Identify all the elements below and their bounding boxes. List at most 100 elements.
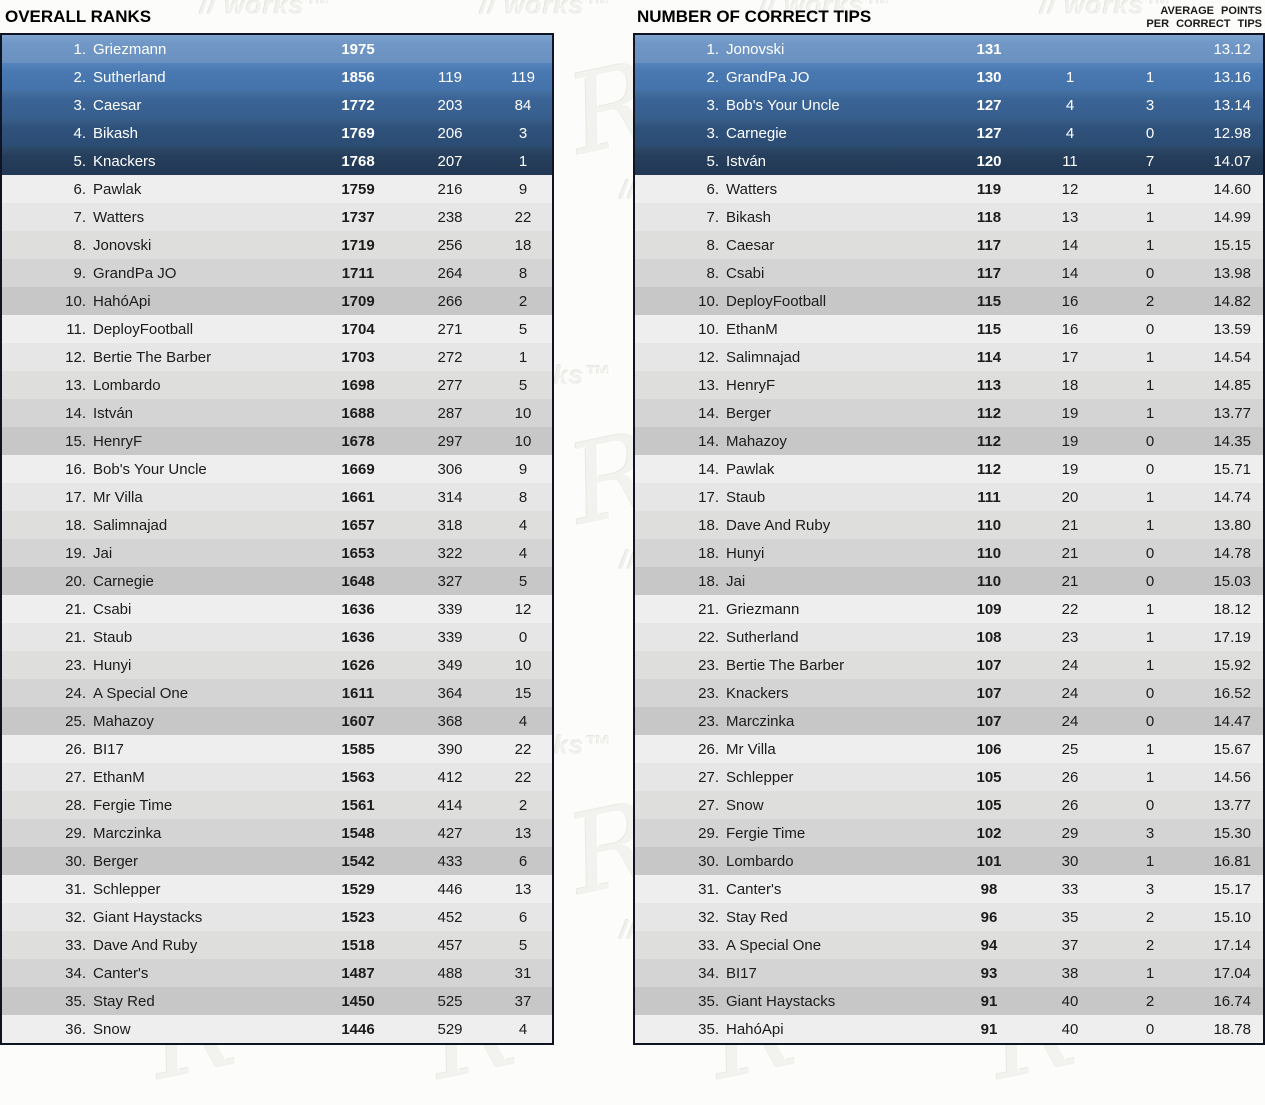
table-row: 35. HahóApi 91 40 0 18.78	[635, 1015, 1263, 1043]
v2-cell: 3	[1145, 824, 1155, 842]
v1-cell: 297	[437, 432, 463, 450]
points-cell: 1636	[341, 628, 375, 646]
v2-cell: 1	[1145, 768, 1155, 786]
v2-cell: 5	[518, 376, 528, 394]
name-cell: Jonovski	[93, 236, 152, 254]
rank-cell: 9.	[73, 264, 86, 282]
name-cell: Fergie Time	[726, 824, 806, 842]
rank-cell: 26.	[65, 740, 86, 758]
v1-cell: 412	[437, 768, 463, 786]
name-cell: A Special One	[93, 684, 189, 702]
name-cell: Knackers	[93, 152, 156, 170]
avg-cell: 13.59	[1213, 320, 1251, 338]
name-cell: Jai	[726, 572, 746, 590]
v2-cell: 1	[1145, 852, 1155, 870]
table-row: 31. Canter's 98 33 3 15.17	[635, 875, 1263, 903]
rank-cell: 31.	[65, 880, 86, 898]
points-cell: 1711	[341, 264, 375, 282]
table-row: 23. Knackers 107 24 0 16.52	[635, 679, 1263, 707]
rank-cell: 10.	[698, 292, 719, 310]
rank-cell: 10.	[698, 320, 719, 338]
points-cell: 91	[980, 1020, 998, 1038]
table-row: 10. HahóApi 1709 266 2	[2, 287, 552, 315]
v1-cell: 207	[437, 152, 463, 170]
rank-cell: 2.	[73, 68, 86, 86]
name-cell: Berger	[93, 852, 139, 870]
v1-cell: 12	[1061, 180, 1079, 198]
rank-cell: 21.	[698, 600, 719, 618]
rank-cell: 2.	[706, 68, 719, 86]
rank-cell: 25.	[65, 712, 86, 730]
v1-cell: 238	[437, 208, 463, 226]
v2-cell: 2	[1145, 908, 1155, 926]
v1-cell: 433	[437, 852, 463, 870]
v1-cell: 24	[1061, 712, 1079, 730]
points-cell: 1772	[341, 96, 375, 114]
name-cell: HahóApi	[93, 292, 151, 310]
points-cell: 127	[976, 124, 1002, 142]
watermark-text: // works™	[480, 0, 612, 20]
rank-cell: 30.	[698, 852, 719, 870]
v2-cell: 1	[518, 152, 528, 170]
name-cell: Pawlak	[726, 460, 775, 478]
v2-cell: 2	[518, 796, 528, 814]
points-cell: 1856	[341, 68, 375, 86]
rank-cell: 21.	[65, 600, 86, 618]
v1-cell: 4	[1065, 96, 1075, 114]
v1-cell: 457	[437, 936, 463, 954]
v2-cell: 13	[514, 824, 532, 842]
v1-cell: 21	[1061, 572, 1079, 590]
avg-points-header-line1: AVERAGE POINTS	[1160, 5, 1262, 17]
name-cell: DeployFootball	[726, 292, 827, 310]
table-row: 29. Marczinka 1548 427 13	[2, 819, 552, 847]
v1-cell: 23	[1061, 628, 1079, 646]
rank-cell: 22.	[698, 628, 719, 646]
rank-cell: 34.	[698, 964, 719, 982]
points-cell: 1518	[341, 936, 375, 954]
table-row: 23. Marczinka 107 24 0 14.47	[635, 707, 1263, 735]
name-cell: GrandPa JO	[93, 264, 177, 282]
name-cell: GrandPa JO	[726, 68, 810, 86]
v1-cell: 339	[437, 628, 463, 646]
avg-cell: 12.98	[1213, 124, 1251, 142]
points-cell: 91	[980, 992, 998, 1010]
points-cell: 1759	[341, 180, 375, 198]
name-cell: Bob's Your Uncle	[726, 96, 840, 114]
v2-cell: 9	[518, 460, 528, 478]
v2-cell: 1	[1145, 516, 1155, 534]
points-cell: 93	[980, 964, 998, 982]
table-row: 8. Caesar 117 14 1 15.15	[635, 231, 1263, 259]
name-cell: Giant Haystacks	[726, 992, 836, 1010]
rank-cell: 14.	[698, 460, 719, 478]
name-cell: Mr Villa	[93, 488, 143, 506]
v1-cell: 40	[1061, 992, 1079, 1010]
table-row: 17. Staub 111 20 1 14.74	[635, 483, 1263, 511]
points-cell: 98	[980, 880, 998, 898]
name-cell: Dave And Ruby	[726, 516, 831, 534]
rank-cell: 31.	[698, 880, 719, 898]
v2-cell: 22	[514, 768, 532, 786]
rank-cell: 23.	[65, 656, 86, 674]
points-cell: 1703	[341, 348, 375, 366]
v1-cell: 287	[437, 404, 463, 422]
name-cell: Carnegie	[93, 572, 154, 590]
avg-cell: 16.74	[1213, 992, 1251, 1010]
avg-cell: 14.74	[1213, 488, 1251, 506]
v2-cell: 5	[518, 572, 528, 590]
table-row: 7. Bikash 118 13 1 14.99	[635, 203, 1263, 231]
table-row: 10. EthanM 115 16 0 13.59	[635, 315, 1263, 343]
name-cell: Marczinka	[93, 824, 162, 842]
rank-cell: 23.	[698, 656, 719, 674]
v2-cell: 1	[1145, 404, 1155, 422]
v2-cell: 9	[518, 180, 528, 198]
name-cell: Salimnajad	[726, 348, 801, 366]
table-row: 2. GrandPa JO 130 1 1 13.16	[635, 63, 1263, 91]
v2-cell: 1	[1145, 208, 1155, 226]
v2-cell: 4	[518, 712, 528, 730]
name-cell: BI17	[726, 964, 757, 982]
name-cell: Hunyi	[93, 656, 132, 674]
v1-cell: 452	[437, 908, 463, 926]
v1-cell: 314	[437, 488, 463, 506]
name-cell: Griezmann	[726, 600, 800, 618]
v2-cell: 8	[518, 264, 528, 282]
